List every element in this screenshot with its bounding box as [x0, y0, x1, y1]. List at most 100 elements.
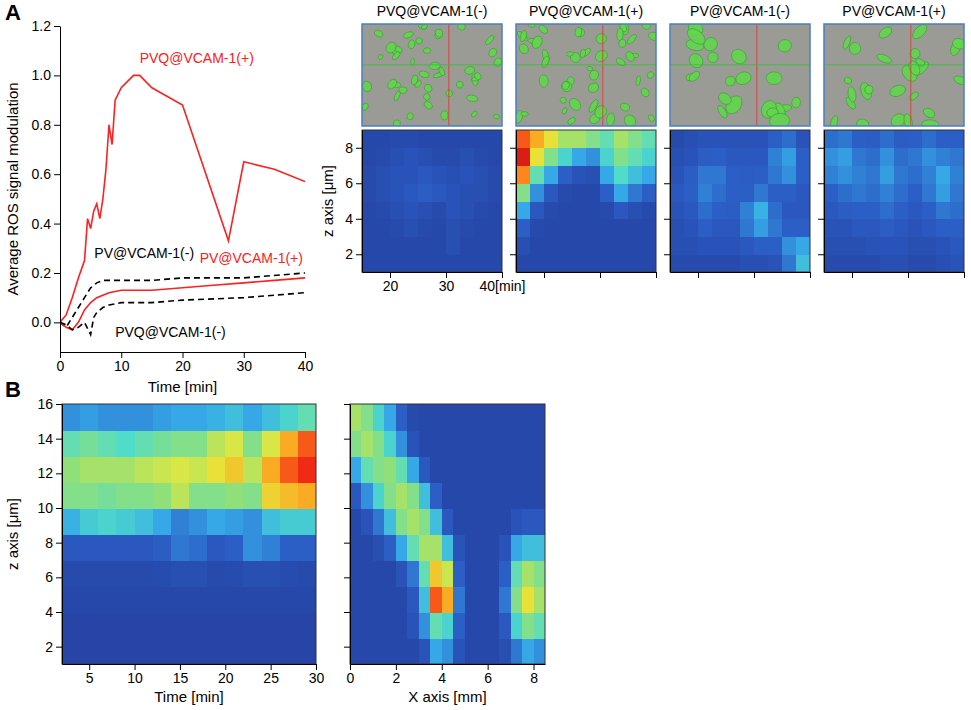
- heatmap-cell: [516, 148, 531, 166]
- heatmap-cell: [488, 183, 502, 201]
- heatmap-cell: [465, 482, 477, 509]
- heatmap-cell: [499, 534, 511, 561]
- x-axis: [517, 272, 657, 278]
- tick-mark: [818, 219, 824, 220]
- heatmap-cell: [262, 456, 281, 483]
- tick: 12: [37, 465, 62, 481]
- heatmap-cell: [476, 586, 488, 613]
- heatmap-cell: [511, 508, 523, 535]
- heatmap-cell: [80, 404, 99, 431]
- heatmap-cell: [894, 166, 909, 184]
- heatmap-cell: [298, 560, 316, 587]
- heatmap-cell: [442, 482, 454, 509]
- heatmap-cell: [407, 560, 419, 587]
- tick: 30: [439, 272, 455, 294]
- plot-area: [60, 75, 305, 334]
- cell-blob: [418, 24, 428, 30]
- heatmap-cell: [98, 534, 117, 561]
- heatmap-cell: [453, 430, 465, 457]
- heatmap-cell: [362, 254, 377, 272]
- heatmap-cell: [189, 612, 208, 639]
- heatmap-cell: [488, 456, 500, 483]
- micrograph-frame: [362, 24, 502, 126]
- heatmap-cell: [446, 237, 461, 255]
- heatmap-cell: [474, 219, 489, 237]
- y-axis: [344, 405, 351, 665]
- tick-mark: [56, 647, 62, 648]
- heatmap-cell: [782, 130, 797, 148]
- heatmap-cell: [432, 219, 447, 237]
- heatmap-cell: [280, 560, 299, 587]
- cell-blob: [438, 66, 446, 76]
- label-patch: [93, 245, 195, 261]
- heatmap-cell: [880, 148, 895, 166]
- heatmap-cell: [558, 166, 573, 184]
- cell-blob: [615, 57, 626, 67]
- heatmap-cell: [499, 508, 511, 535]
- heatmap-cell: [262, 586, 281, 613]
- heatmap-cell: [396, 638, 408, 664]
- tick-mark: [344, 439, 350, 440]
- heatmap-cell: [796, 130, 810, 148]
- cell-blob: [829, 115, 840, 126]
- heatmap-cell: [418, 166, 433, 184]
- heatmap-cell: [614, 130, 629, 148]
- heatmap-cell: [754, 166, 769, 184]
- heatmap-cell: [516, 183, 531, 201]
- heatmap-cell: [936, 237, 951, 255]
- heatmap-cell: [298, 482, 316, 509]
- tick: [344, 439, 350, 440]
- tick: [908, 272, 909, 278]
- tick-mark: [356, 254, 362, 255]
- heatmap-cell: [880, 166, 895, 184]
- heatmap-cell: [171, 560, 190, 587]
- heatmap-cell: [558, 130, 573, 148]
- plot-frame: [362, 130, 502, 272]
- tick: 1.0: [32, 67, 60, 83]
- y-axis: 0.00.20.40.60.81.01.2: [32, 18, 61, 353]
- heatmap-cell: [207, 456, 226, 483]
- heatmap-cell: [396, 430, 408, 457]
- heatmap-cell: [642, 254, 656, 272]
- cell-blob: [587, 81, 601, 94]
- tick: [510, 148, 516, 149]
- tick-label: 0.2: [32, 265, 52, 281]
- cell-blob: [647, 31, 656, 42]
- heatmap-cell: [488, 638, 500, 664]
- cell-blob: [707, 51, 719, 63]
- heatmap-cell: [207, 586, 226, 613]
- tick-mark: [356, 148, 362, 149]
- cell-blob: [593, 48, 609, 63]
- heatmap-cell: [614, 183, 629, 201]
- heatmap-cell: [280, 586, 299, 613]
- heatmap-cell: [432, 201, 447, 219]
- heatmap-cell: [419, 638, 431, 664]
- heatmap-cell: [189, 482, 208, 509]
- heatmap-cell: [600, 183, 615, 201]
- heatmap-cell: [442, 612, 454, 639]
- tick-label: 2: [345, 246, 353, 262]
- heatmap-cell: [116, 404, 135, 431]
- heatmap-cell: [880, 130, 895, 148]
- heatmap-cell: [530, 166, 545, 184]
- heatmap-cell: [544, 254, 559, 272]
- heatmap-cell: [544, 148, 559, 166]
- tick-mark: [54, 125, 60, 126]
- heatmap-cell: [740, 183, 755, 201]
- heatmap-cell: [376, 130, 391, 148]
- heatmap-cell: [373, 586, 385, 613]
- tick: 0.4: [32, 216, 60, 232]
- heatmap-cell: [207, 508, 226, 535]
- heatmap-cell: [530, 237, 545, 255]
- heatmap-cell: [628, 237, 643, 255]
- heatmap-cell: [207, 534, 226, 561]
- tick-label: 2: [392, 670, 400, 686]
- heatmap-cell: [189, 638, 208, 664]
- cell-blob: [902, 113, 914, 126]
- heatmap-cell: [558, 201, 573, 219]
- heatmap-cell: [600, 130, 615, 148]
- heatmap-cell: [544, 166, 559, 184]
- heatmap-cell: [373, 456, 385, 483]
- tick-label: 10: [37, 500, 53, 516]
- heatmap-cell: [586, 201, 601, 219]
